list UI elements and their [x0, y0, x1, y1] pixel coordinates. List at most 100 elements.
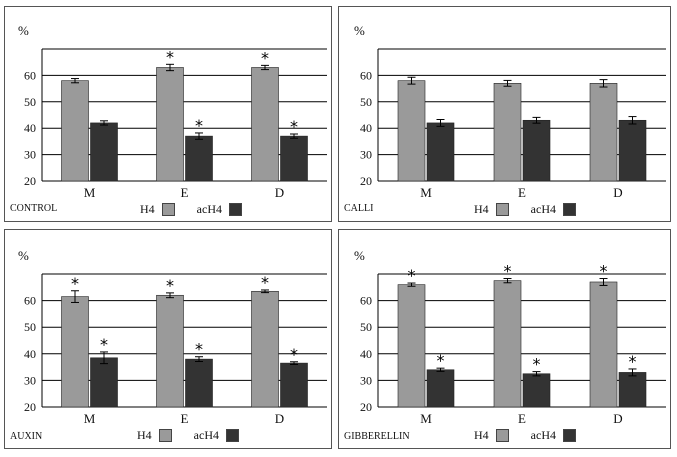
significance-star: *: [100, 335, 108, 354]
y-axis-label: %: [354, 23, 365, 38]
y-axis-label: %: [354, 248, 365, 263]
legend-ach4-label: acH4: [196, 202, 222, 216]
y-tick-label: 30: [24, 373, 36, 387]
legend-h4-label: H4: [140, 202, 155, 216]
bar-ach4-d: [280, 135, 308, 182]
y-tick-label: 40: [360, 347, 372, 361]
significance-star: *: [261, 48, 269, 67]
legend-h4-swatch: [161, 203, 175, 216]
y-tick-label: 50: [24, 95, 36, 109]
significance-star: *: [408, 266, 416, 285]
bar-h4-m: [397, 80, 426, 182]
bar-h4-e: [493, 280, 522, 408]
y-tick-label: 60: [360, 68, 372, 82]
panel-label: CONTROL: [10, 203, 58, 214]
legend: H4 acH4: [140, 202, 264, 217]
bar-ach4-m: [90, 122, 118, 182]
significance-star: *: [437, 351, 445, 370]
significance-star: *: [600, 262, 608, 281]
legend: H4 acH4: [474, 202, 598, 217]
legend-h4-swatch: [495, 203, 509, 216]
significance-star: *: [195, 340, 203, 359]
bar-h4-d: [251, 67, 279, 182]
bar-h4-m: [61, 80, 89, 182]
y-tick-label: 50: [24, 320, 36, 334]
bar-h4-d: [589, 83, 618, 182]
bar-ach4-e: [185, 135, 213, 182]
x-tick-label: M: [84, 185, 96, 200]
y-tick-label: 20: [24, 400, 36, 414]
legend-ach4-swatch: [226, 429, 239, 442]
panel-gibberellin: 20 30 40 50 60% * * M * * E * * D GIBBERELLIN H4 acH4: [338, 229, 671, 449]
significance-star: *: [71, 274, 79, 293]
y-tick-label: 20: [360, 400, 372, 414]
panel-label: AUXIN: [10, 431, 43, 442]
significance-star: *: [166, 47, 174, 66]
legend: H4 acH4: [474, 428, 598, 443]
x-tick-label: E: [181, 411, 189, 426]
x-tick-label: M: [84, 411, 96, 426]
bar-h4-e: [156, 294, 184, 408]
panel-control: 20 30 40 50 60% M * * E * * D CONTROL H4 acH4: [4, 6, 332, 222]
y-tick-label: 40: [24, 121, 36, 135]
y-tick-label: 20: [360, 174, 372, 188]
legend-h4-label: H4: [474, 202, 489, 216]
y-tick-label: 50: [360, 320, 372, 334]
significance-star: *: [629, 352, 637, 371]
bar-h4-e: [156, 67, 184, 182]
y-tick-label: 60: [360, 294, 372, 308]
bar-h4-d: [251, 290, 279, 408]
panel-auxin: 20 30 40 50 60% * * M * * E * * D AUXIN H4 acH4: [4, 229, 332, 449]
chart-svg: 20 30 40 50 60% * * M * * E * * D: [354, 248, 666, 426]
bar-h4-m: [61, 296, 89, 408]
legend-ach4-swatch: [563, 203, 576, 216]
bar-ach4-e: [522, 119, 551, 182]
legend-ach4-label: acH4: [530, 428, 556, 442]
bar-ach4-e: [522, 373, 551, 408]
y-axis-label: %: [18, 248, 29, 263]
bar-ach4-m: [90, 357, 118, 408]
y-tick-label: 60: [24, 68, 36, 82]
significance-star: *: [195, 116, 203, 135]
x-tick-label: M: [420, 411, 432, 426]
chart-svg: 20 30 40 50 60% * * M * * E * * D: [18, 248, 327, 426]
x-tick-label: D: [275, 411, 284, 426]
legend-h4-swatch: [158, 429, 172, 442]
bar-ach4-m: [426, 122, 455, 182]
y-tick-label: 40: [360, 121, 372, 135]
significance-star: *: [166, 276, 174, 295]
y-tick-label: 30: [360, 148, 372, 162]
significance-star: *: [504, 262, 512, 281]
x-tick-label: E: [181, 185, 189, 200]
y-tick-label: 30: [360, 373, 372, 387]
bar-h4-d: [589, 281, 618, 408]
bar-h4-m: [397, 284, 426, 408]
panel-calli: 20 30 40 50 60% M E D CALLI H4 acH4: [338, 6, 671, 222]
y-tick-label: 50: [360, 95, 372, 109]
x-tick-label: D: [613, 411, 622, 426]
legend-ach4-swatch: [563, 429, 576, 442]
legend-ach4-label: acH4: [530, 202, 556, 216]
significance-star: *: [533, 355, 541, 374]
x-tick-label: E: [518, 185, 526, 200]
y-tick-label: 20: [24, 174, 36, 188]
legend-h4-label: H4: [137, 428, 152, 442]
bar-ach4-m: [426, 369, 455, 408]
x-tick-label: M: [420, 185, 432, 200]
bar-ach4-d: [618, 119, 647, 182]
bar-ach4-d: [618, 372, 647, 408]
significance-star: *: [290, 345, 298, 364]
y-tick-label: 40: [24, 347, 36, 361]
bar-ach4-e: [185, 358, 213, 408]
chart-svg: 20 30 40 50 60% M E D: [354, 23, 666, 200]
chart-svg: 20 30 40 50 60% M * * E * * D: [18, 23, 327, 200]
legend: H4 acH4: [137, 428, 261, 443]
y-axis-label: %: [18, 23, 29, 38]
x-tick-label: D: [275, 185, 284, 200]
significance-star: *: [261, 273, 269, 292]
x-tick-label: E: [518, 411, 526, 426]
significance-star: *: [290, 117, 298, 136]
y-tick-label: 60: [24, 294, 36, 308]
bar-ach4-d: [280, 362, 308, 408]
y-tick-label: 30: [24, 148, 36, 162]
